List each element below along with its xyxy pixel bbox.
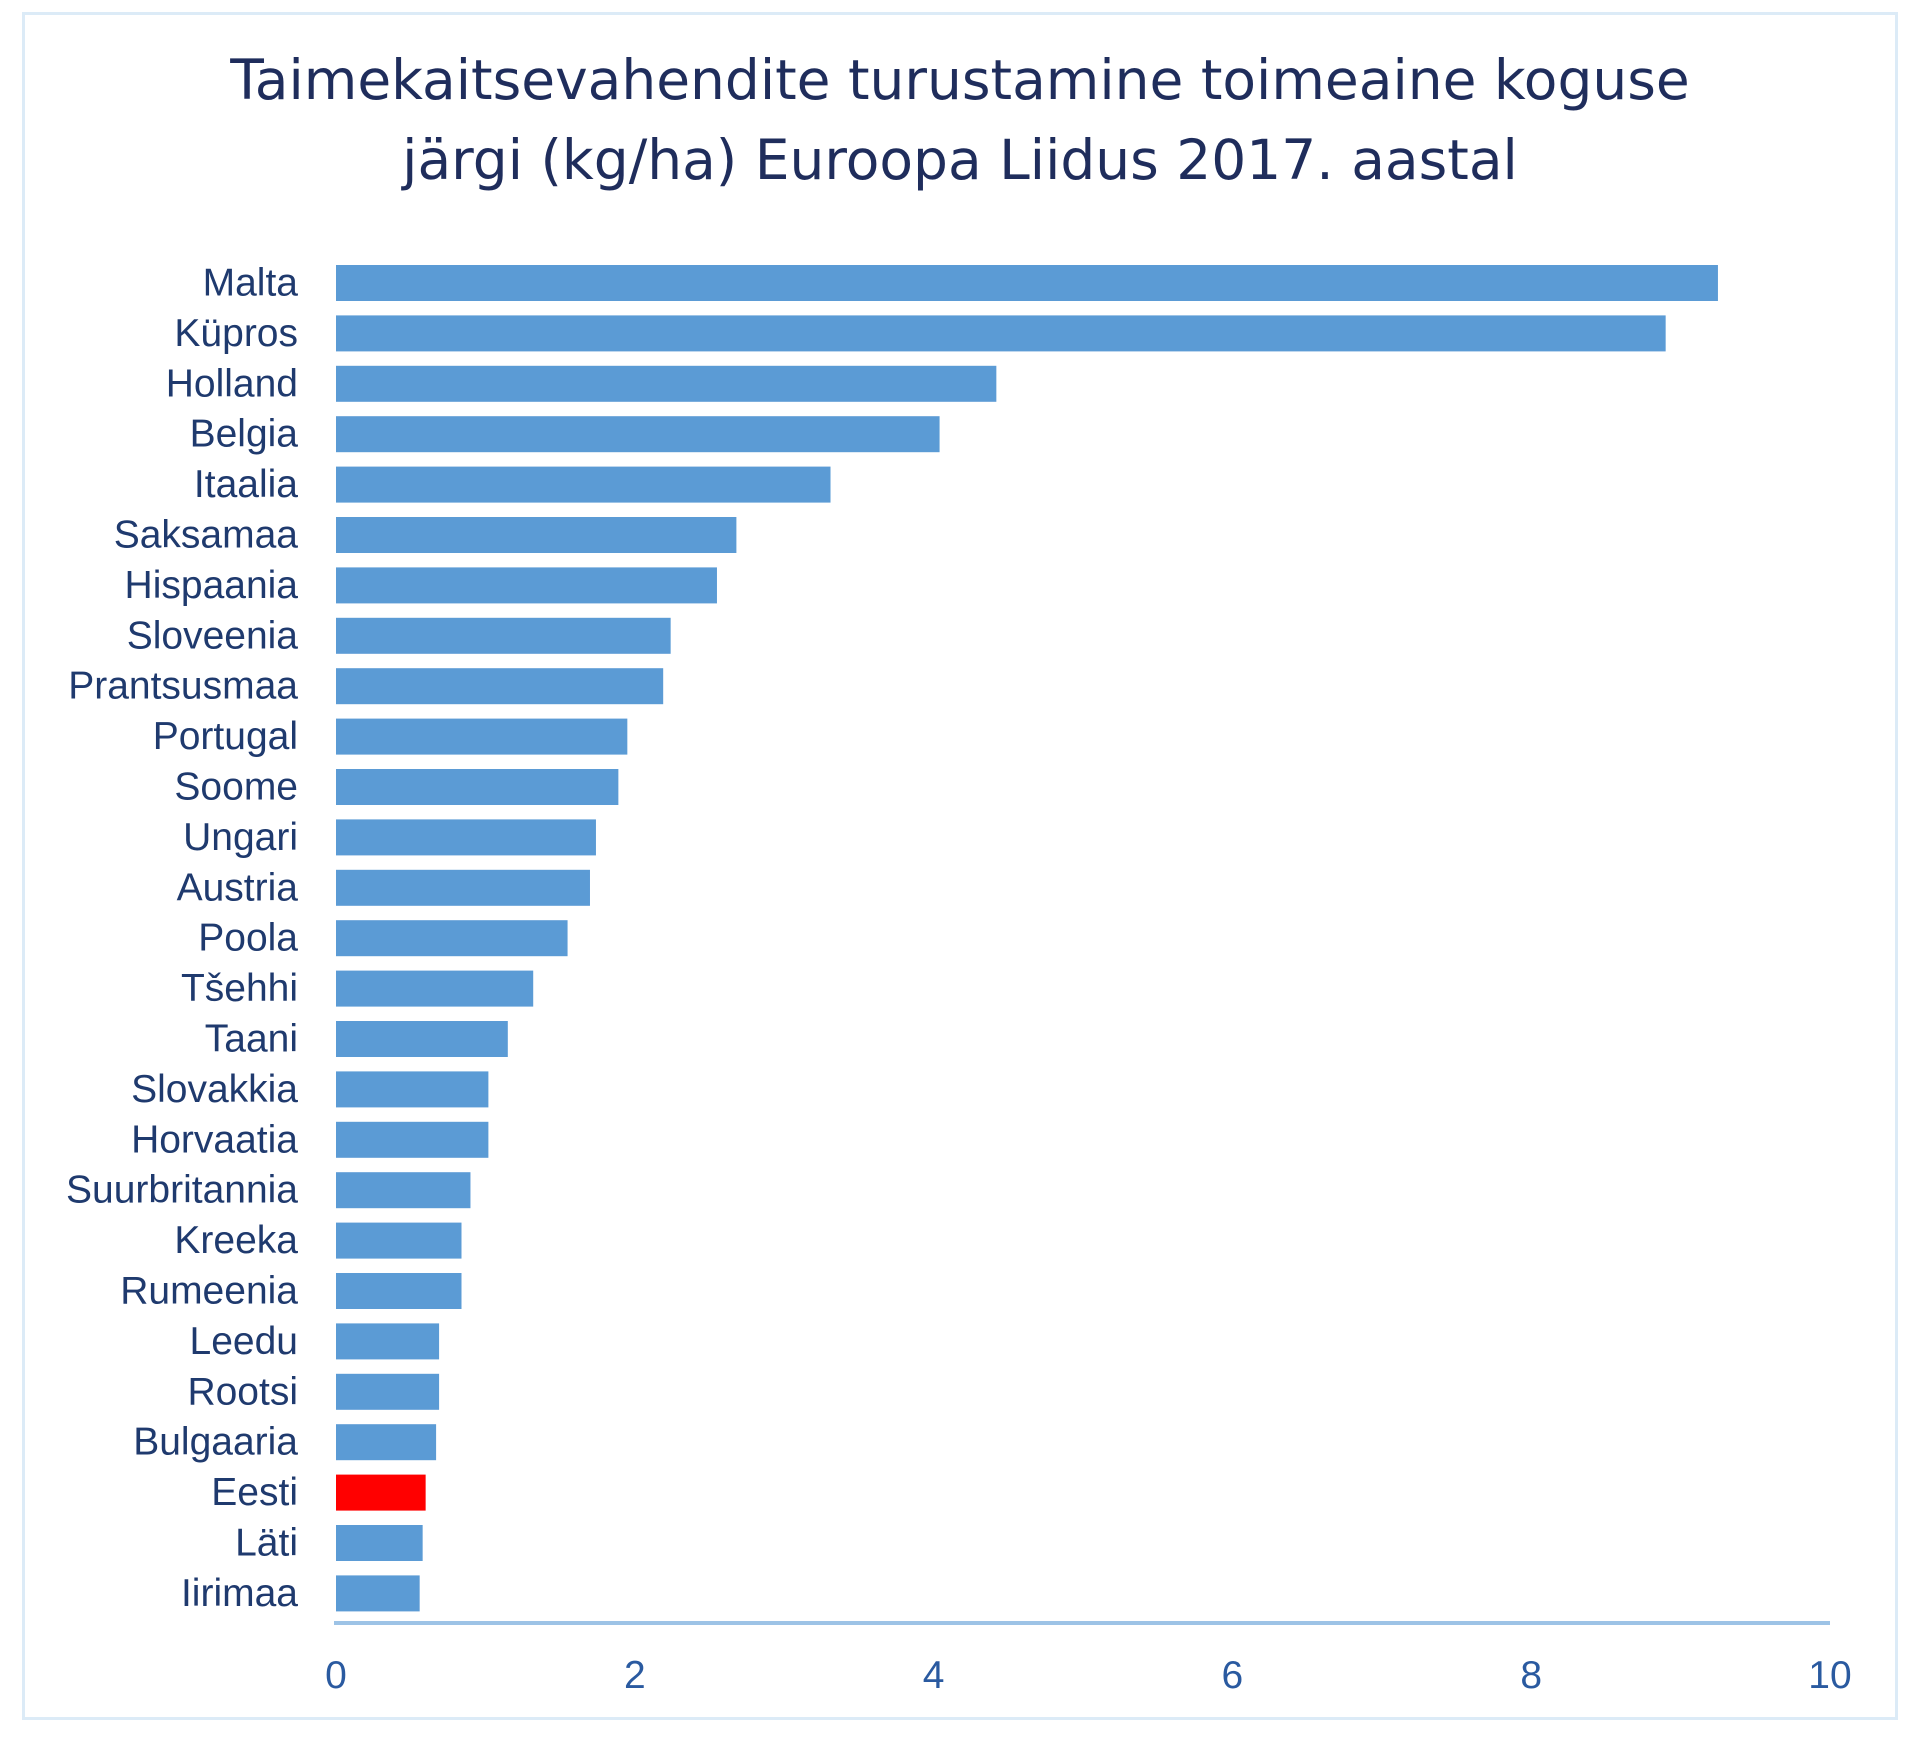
bar-prantsusmaa: [336, 668, 664, 705]
category-label: Suurbritannia: [66, 1169, 298, 1212]
bar-holland: [336, 365, 997, 402]
bar-saksamaa: [336, 517, 737, 553]
bar-hispaania: [336, 567, 717, 604]
x-tick-label: 2: [624, 1654, 646, 1697]
bar-itaalia: [336, 466, 831, 503]
category-label: Iirimaa: [181, 1572, 298, 1615]
bar-kreeka: [336, 1222, 462, 1259]
category-labels: Malta Küpros Holland Belgia Itaalia Saksamaa H…: [66, 262, 298, 1615]
bar-eesti: [336, 1474, 426, 1511]
bar-rumeenia: [336, 1273, 462, 1309]
bar-poola: [336, 920, 568, 957]
bar-portugal: [336, 718, 628, 755]
x-tick-label: 4: [923, 1654, 945, 1697]
category-label: Leedu: [190, 1320, 298, 1363]
category-label: Soome: [174, 766, 298, 809]
category-label: Tšehhi: [181, 967, 298, 1010]
bar-ungari: [336, 819, 596, 856]
bar-bulgaaria: [336, 1424, 437, 1461]
category-label: Hispaania: [125, 564, 299, 607]
bar-läti: [336, 1525, 423, 1561]
bar-rootsi: [336, 1373, 440, 1410]
x-tick-label: 10: [1808, 1654, 1851, 1697]
bar-sloveenia: [336, 617, 671, 654]
bars-group: [336, 265, 1718, 1612]
category-label: Belgia: [190, 413, 299, 456]
bar-soome: [336, 769, 619, 805]
category-label: Portugal: [153, 715, 298, 758]
category-label: Eesti: [211, 1471, 298, 1514]
bar-küpros: [336, 315, 1666, 352]
category-label: Slovakkia: [131, 1068, 298, 1111]
category-label: Sloveenia: [127, 614, 299, 657]
category-label: Küpros: [174, 312, 298, 355]
category-label: Ungari: [183, 816, 298, 859]
category-label: Rootsi: [187, 1370, 298, 1413]
category-label: Bulgaaria: [133, 1421, 298, 1464]
chart-title-line-2: järgi (kg/ha) Euroopa Liidus 2017. aasta…: [402, 128, 1518, 192]
category-label: Läti: [235, 1522, 298, 1565]
bar-belgia: [336, 416, 940, 453]
category-label: Prantsusmaa: [68, 665, 298, 708]
x-tick-label: 6: [1222, 1654, 1244, 1697]
bar-taani: [336, 1021, 508, 1057]
bar-leedu: [336, 1323, 440, 1360]
bar-austria: [336, 869, 590, 906]
bar-malta: [336, 265, 1718, 301]
bar-iirimaa: [336, 1575, 420, 1612]
category-label: Kreeka: [174, 1219, 298, 1262]
category-label: Horvaatia: [131, 1118, 298, 1161]
bar-tšehhi: [336, 970, 534, 1007]
x-tick-label: 0: [325, 1654, 347, 1697]
bar-slovakkia: [336, 1071, 489, 1108]
category-label: Saksamaa: [114, 514, 299, 557]
chart-title-line-1: Taimekaitsevahendite turustamine toimeai…: [230, 48, 1690, 112]
category-label: Rumeenia: [120, 1270, 298, 1313]
category-label: Malta: [203, 262, 299, 305]
category-label: Austria: [177, 866, 299, 909]
category-label: Taani: [205, 1018, 298, 1061]
x-tick-label: 8: [1520, 1654, 1542, 1697]
bar-suurbritannia: [336, 1172, 471, 1209]
category-label: Holland: [166, 362, 298, 405]
category-label: Poola: [198, 917, 298, 960]
category-label: Itaalia: [194, 463, 298, 506]
bar-horvaatia: [336, 1121, 489, 1158]
chart-title: Taimekaitsevahendite turustamine toimeai…: [0, 40, 1920, 200]
x-tick-labels: 0 2 4 6 8 10: [325, 1654, 1852, 1697]
